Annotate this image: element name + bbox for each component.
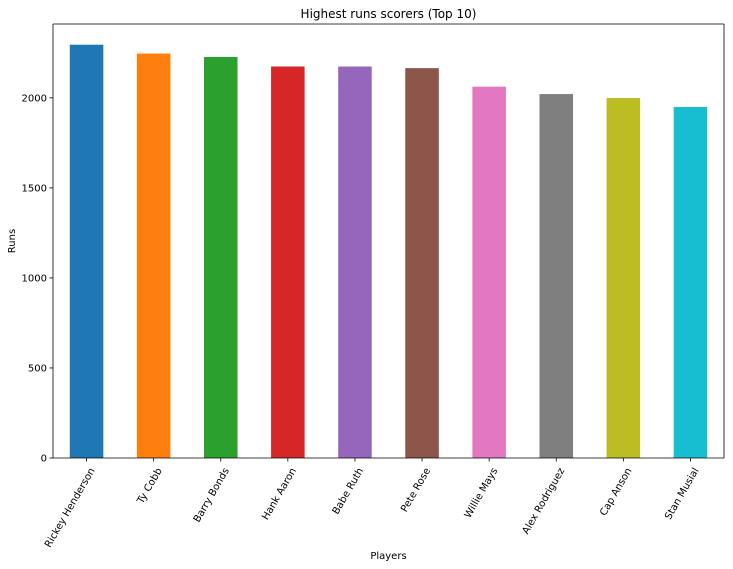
bar-babe-ruth [338, 66, 372, 458]
y-tick-label: 0 [41, 454, 47, 465]
bar-barry-bonds [203, 56, 238, 459]
y-axis-label: Runs [7, 229, 18, 253]
plot-frame [52, 23, 725, 459]
y-tick-label: 1500 [22, 183, 47, 194]
bar-rickey-henderson [69, 44, 104, 459]
x-axis-label: Players [370, 551, 406, 562]
x-tick-label: Willie Mays [463, 466, 501, 520]
bar-cap-anson [606, 98, 641, 458]
y-tick-label: 1000 [22, 273, 47, 284]
bar-hank-aaron [271, 66, 305, 458]
x-tick-label: Stan Musial [663, 466, 701, 522]
bar-ty-cobb [136, 53, 171, 458]
x-tick-label: Barry Bonds [192, 466, 232, 524]
y-tick-label: 2000 [22, 93, 47, 104]
x-tick-label: Cap Anson [598, 466, 634, 518]
bar-alex-rodriguez [539, 94, 574, 459]
x-tick-label: Hank Aaron [260, 466, 299, 522]
y-axis-ticks: 0 500 1000 1500 2000 [22, 93, 53, 465]
x-tick-label: Babe Ruth [331, 466, 366, 516]
y-tick-label: 500 [28, 363, 47, 374]
bar-stan-musial [673, 107, 708, 459]
bar-pete-rose [405, 68, 439, 459]
x-axis-ticks: Rickey Henderson Ty Cobb Barry Bonds Hank A… [43, 458, 702, 550]
chart-title: Highest runs scorers (Top 10) [301, 7, 477, 21]
bars-group [69, 44, 708, 459]
x-tick-label: Pete Rose [399, 466, 433, 514]
x-tick-label: Alex Rodriguez [521, 466, 568, 536]
bar-willie-mays [472, 86, 506, 459]
x-tick-label: Rickey Henderson [43, 466, 98, 550]
x-tick-label: Ty Cobb [135, 466, 165, 507]
